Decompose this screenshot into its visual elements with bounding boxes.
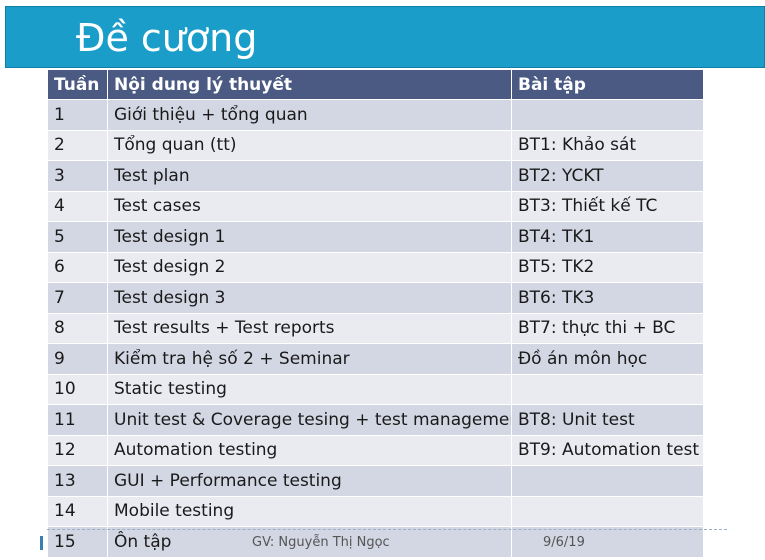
table-row: 1 Giới thiệu + tổng quan	[47, 99, 704, 131]
content-cell: Unit test & Coverage tesing + test manag…	[107, 404, 512, 436]
table-row: 13 GUI + Performance testing	[47, 465, 704, 497]
week-cell: 4	[47, 190, 108, 222]
exercise-cell	[511, 373, 704, 405]
week-cell: 11	[47, 404, 108, 436]
week-cell: 8	[47, 312, 108, 344]
exercise-cell	[511, 495, 704, 527]
content-cell: GUI + Performance testing	[107, 465, 512, 497]
week-cell: 12	[47, 434, 108, 466]
exercise-cell	[511, 465, 704, 497]
exercise-cell: BT9: Automation test	[511, 434, 704, 466]
exercise-cell: BT4: TK1	[511, 221, 704, 253]
header-week: Tuần	[47, 69, 108, 100]
week-cell: 5	[47, 221, 108, 253]
content-cell: Giới thiệu + tổng quan	[107, 99, 512, 131]
week-cell: 15	[47, 526, 108, 558]
header-theory-content: Nội dung lý thuyết	[107, 69, 512, 100]
table-row: 10 Static testing	[47, 373, 704, 405]
exercise-cell: BT2: YCKT	[511, 160, 704, 192]
footer-marker	[40, 536, 43, 550]
exercise-cell: Đồ án môn học	[511, 343, 704, 375]
title-bar: Đề cương	[5, 6, 765, 68]
footer-divider	[47, 529, 727, 530]
exercise-cell	[511, 99, 704, 131]
content-cell: Test design 2	[107, 251, 512, 283]
content-cell: Test design 3	[107, 282, 512, 314]
header-exercises: Bài tập	[511, 69, 704, 100]
exercise-cell: BT8: Unit test	[511, 404, 704, 436]
exercise-cell: BT7: thực thi + BC	[511, 312, 704, 344]
table-header-row: Tuần Nội dung lý thuyết Bài tập	[47, 69, 704, 100]
footer-date: 9/6/19	[543, 535, 585, 550]
content-cell: Automation testing	[107, 434, 512, 466]
syllabus-table: Tuần Nội dung lý thuyết Bài tập 1 Giới t…	[47, 69, 704, 558]
week-cell: 14	[47, 495, 108, 527]
table-row: 12 Automation testing BT9: Automation te…	[47, 434, 704, 466]
exercise-cell	[511, 526, 704, 558]
table-row: 3 Test plan BT2: YCKT	[47, 160, 704, 192]
table-row: 6 Test design 2 BT5: TK2	[47, 251, 704, 283]
slide-title: Đề cương	[76, 16, 258, 60]
table-row: 14 Mobile testing	[47, 495, 704, 527]
table-row: 4 Test cases BT3: Thiết kế TC	[47, 190, 704, 222]
table-row: 15 Ôn tập	[47, 526, 704, 558]
content-cell: Static testing	[107, 373, 512, 405]
week-cell: 13	[47, 465, 108, 497]
table-row: 2 Tổng quan (tt) BT1: Khảo sát	[47, 129, 704, 161]
exercise-cell: BT6: TK3	[511, 282, 704, 314]
exercise-cell: BT3: Thiết kế TC	[511, 190, 704, 222]
footer-author: GV: Nguyễn Thị Ngọc	[252, 535, 390, 550]
content-cell: Test cases	[107, 190, 512, 222]
content-cell: Mobile testing	[107, 495, 512, 527]
week-cell: 3	[47, 160, 108, 192]
week-cell: 1	[47, 99, 108, 131]
table-row: 9 Kiểm tra hệ số 2 + Seminar Đồ án môn h…	[47, 343, 704, 375]
week-cell: 2	[47, 129, 108, 161]
week-cell: 10	[47, 373, 108, 405]
content-cell: Tổng quan (tt)	[107, 129, 512, 161]
content-cell: Kiểm tra hệ số 2 + Seminar	[107, 343, 512, 375]
content-cell: Test results + Test reports	[107, 312, 512, 344]
exercise-cell: BT5: TK2	[511, 251, 704, 283]
week-cell: 7	[47, 282, 108, 314]
table-row: 7 Test design 3 BT6: TK3	[47, 282, 704, 314]
content-cell: Test plan	[107, 160, 512, 192]
table-row: 8 Test results + Test reports BT7: thực …	[47, 312, 704, 344]
content-cell: Test design 1	[107, 221, 512, 253]
week-cell: 6	[47, 251, 108, 283]
table-row: 5 Test design 1 BT4: TK1	[47, 221, 704, 253]
week-cell: 9	[47, 343, 108, 375]
exercise-cell: BT1: Khảo sát	[511, 129, 704, 161]
table-row: 11 Unit test & Coverage tesing + test ma…	[47, 404, 704, 436]
